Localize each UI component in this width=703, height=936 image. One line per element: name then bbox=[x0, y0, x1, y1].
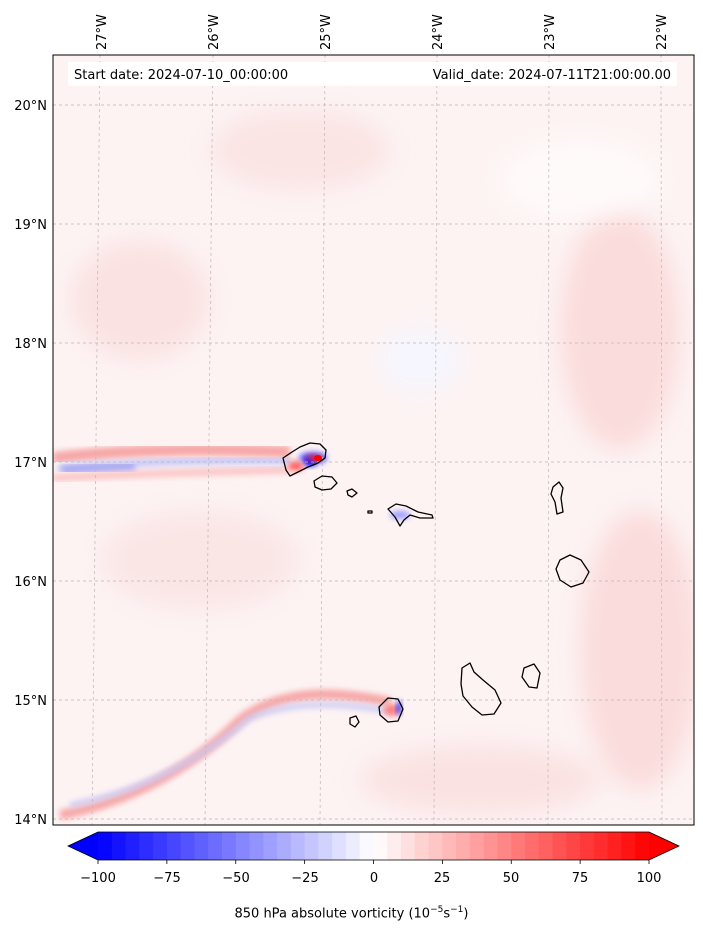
colorbar-segment bbox=[373, 832, 388, 860]
colorbar-segment bbox=[139, 832, 154, 860]
colorbar-segment bbox=[125, 832, 140, 860]
start-date-text: Start date: 2024-07-10_00:00:00 bbox=[74, 68, 288, 83]
colorbar-segment bbox=[414, 832, 430, 860]
colorbar-tick-label: −50 bbox=[222, 871, 249, 886]
lat-label: 20°N bbox=[14, 99, 47, 114]
lat-label: 19°N bbox=[14, 218, 47, 233]
colorbar-ticks bbox=[97, 860, 650, 864]
island-maio bbox=[521, 663, 541, 689]
colorbar-tick-label: −100 bbox=[80, 871, 116, 886]
colorbar-segment bbox=[497, 832, 512, 860]
colorbar-segment bbox=[345, 832, 361, 860]
colorbar-segment bbox=[249, 832, 264, 860]
lon-label: 24°W bbox=[431, 14, 446, 50]
colorbar-segment bbox=[621, 832, 636, 860]
colorbar-tick-label: 25 bbox=[434, 871, 451, 886]
colorbar-segment bbox=[98, 832, 113, 860]
lat-label: 15°N bbox=[14, 694, 47, 709]
colorbar-segment bbox=[304, 832, 320, 860]
colorbar-segment bbox=[566, 832, 581, 860]
colorbar-segment bbox=[208, 832, 223, 860]
colorbar-tick-label: −75 bbox=[153, 871, 180, 886]
colorbar-extend-max bbox=[649, 832, 679, 860]
colorbar-segment bbox=[332, 832, 347, 860]
colorbar: −100 −75 −50 −25 0 25 50 75 100 bbox=[67, 831, 680, 886]
colorbar-segment bbox=[469, 832, 485, 860]
lat-label: 14°N bbox=[14, 813, 47, 828]
lat-label: 16°N bbox=[14, 575, 47, 590]
colorbar-segment bbox=[180, 832, 196, 860]
valid-date-text: Valid_date: 2024-07-11T21:00:00.00 bbox=[433, 68, 671, 83]
colorbar-segment bbox=[318, 832, 333, 860]
colorbar-tick-label: 75 bbox=[572, 871, 589, 886]
island-santa-luzia bbox=[346, 488, 358, 498]
map-gridlines bbox=[53, 55, 694, 825]
latitude-labels: 20°N 19°N 18°N 17°N 16°N 15°N 14°N bbox=[14, 99, 47, 828]
lon-label: 27°W bbox=[95, 14, 110, 50]
colorbar-segment bbox=[166, 832, 182, 860]
island-boa-vista bbox=[555, 554, 590, 588]
colorbar-segment bbox=[580, 832, 595, 860]
colorbar-segment bbox=[442, 832, 457, 860]
colorbar-segment bbox=[593, 832, 609, 860]
colorbar-extend-min bbox=[68, 832, 98, 860]
longitude-labels: 27°W 26°W 25°W 24°W 23°W 22°W bbox=[95, 14, 670, 50]
colorbar-segment bbox=[401, 832, 416, 860]
coastlines bbox=[282, 442, 590, 728]
map-panel bbox=[53, 55, 694, 825]
colorbar-segment bbox=[607, 832, 623, 860]
colorbar-segment bbox=[387, 832, 402, 860]
colorbar-segment bbox=[428, 832, 443, 860]
colorbar-segment bbox=[194, 832, 209, 860]
colorbar-segment bbox=[525, 832, 540, 860]
colorbar-segment bbox=[635, 832, 650, 860]
colorbar-tick-label: 100 bbox=[637, 871, 662, 886]
island-santiago bbox=[460, 662, 502, 716]
colorbar-segment bbox=[277, 832, 292, 860]
island-sal bbox=[550, 481, 564, 515]
colorbar-segment bbox=[111, 832, 127, 860]
colorbar-segment bbox=[456, 832, 471, 860]
colorbar-segment bbox=[153, 832, 168, 860]
colorbar-segment bbox=[538, 832, 554, 860]
lat-label: 18°N bbox=[14, 337, 47, 352]
colorbar-segment bbox=[290, 832, 306, 860]
lon-label: 22°W bbox=[655, 14, 670, 50]
colorbar-segment bbox=[511, 832, 526, 860]
colorbar-segment bbox=[221, 832, 237, 860]
lon-label: 26°W bbox=[207, 14, 222, 50]
colorbar-segment bbox=[235, 832, 251, 860]
colorbar-tick-label: 0 bbox=[370, 871, 378, 886]
vorticity-field-texture bbox=[70, 110, 694, 815]
island-sao-nicolau bbox=[387, 503, 434, 527]
colorbar-segment bbox=[263, 832, 278, 860]
lat-label: 17°N bbox=[14, 456, 47, 471]
map-frame bbox=[52, 54, 695, 826]
island-santo-antao bbox=[282, 442, 327, 477]
info-box bbox=[68, 62, 677, 86]
island-fogo bbox=[378, 697, 404, 723]
vorticity-streak-south bbox=[59, 689, 393, 820]
island-brava bbox=[349, 715, 360, 728]
colorbar-segment bbox=[359, 832, 375, 860]
vorticity-streak-north bbox=[53, 444, 291, 482]
colorbar-segment bbox=[552, 832, 567, 860]
colorbar-tick-labels: −100 −75 −50 −25 0 25 50 75 100 bbox=[80, 871, 661, 886]
colorbar-segments bbox=[98, 832, 650, 860]
colorbar-tick-label: 50 bbox=[503, 871, 520, 886]
island-razo bbox=[367, 510, 373, 514]
lon-label: 23°W bbox=[543, 14, 558, 50]
colorbar-label: 850 hPa absolute vorticity (10−5s−1) bbox=[234, 905, 469, 922]
island-vorticity-north bbox=[288, 452, 410, 519]
island-sao-vicente bbox=[313, 475, 338, 491]
colorbar-tick-label: −25 bbox=[291, 871, 318, 886]
colorbar-segment bbox=[483, 832, 499, 860]
lon-label: 25°W bbox=[319, 14, 334, 50]
